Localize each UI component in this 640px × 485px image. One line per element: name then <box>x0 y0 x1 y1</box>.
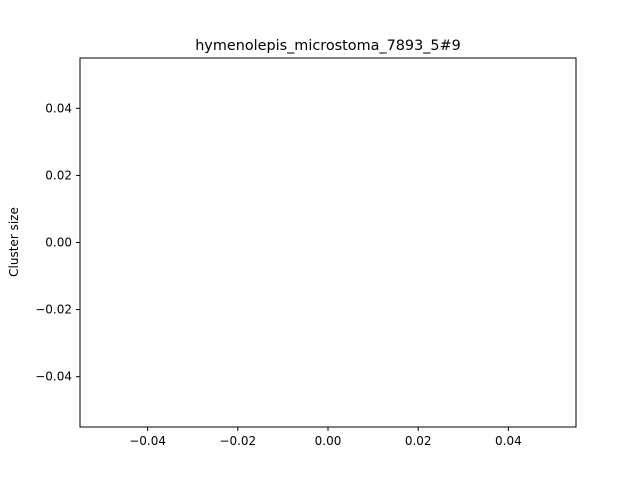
y-axis-ticks: −0.04 −0.02 0.00 0.02 0.04 <box>35 101 80 384</box>
x-axis-ticks: −0.04 −0.02 0.00 0.02 0.04 <box>129 427 522 448</box>
y-tick-label: 0.04 <box>45 101 72 115</box>
y-tick-label: −0.04 <box>35 370 72 384</box>
x-tick-label: −0.02 <box>219 434 256 448</box>
x-tick-label: −0.04 <box>129 434 166 448</box>
x-tick-label: 0.00 <box>315 434 342 448</box>
plot-area <box>80 58 576 427</box>
y-tick-label: −0.02 <box>35 303 72 317</box>
chart-title: hymenolepis_microstoma_7893_5#9 <box>195 38 461 54</box>
y-tick-label: 0.02 <box>45 168 72 182</box>
y-axis-label: Cluster size <box>7 207 21 277</box>
x-tick-label: 0.04 <box>495 434 522 448</box>
plot-frame <box>79 57 577 428</box>
y-tick-label: 0.00 <box>45 236 72 250</box>
x-tick-label: 0.02 <box>405 434 432 448</box>
